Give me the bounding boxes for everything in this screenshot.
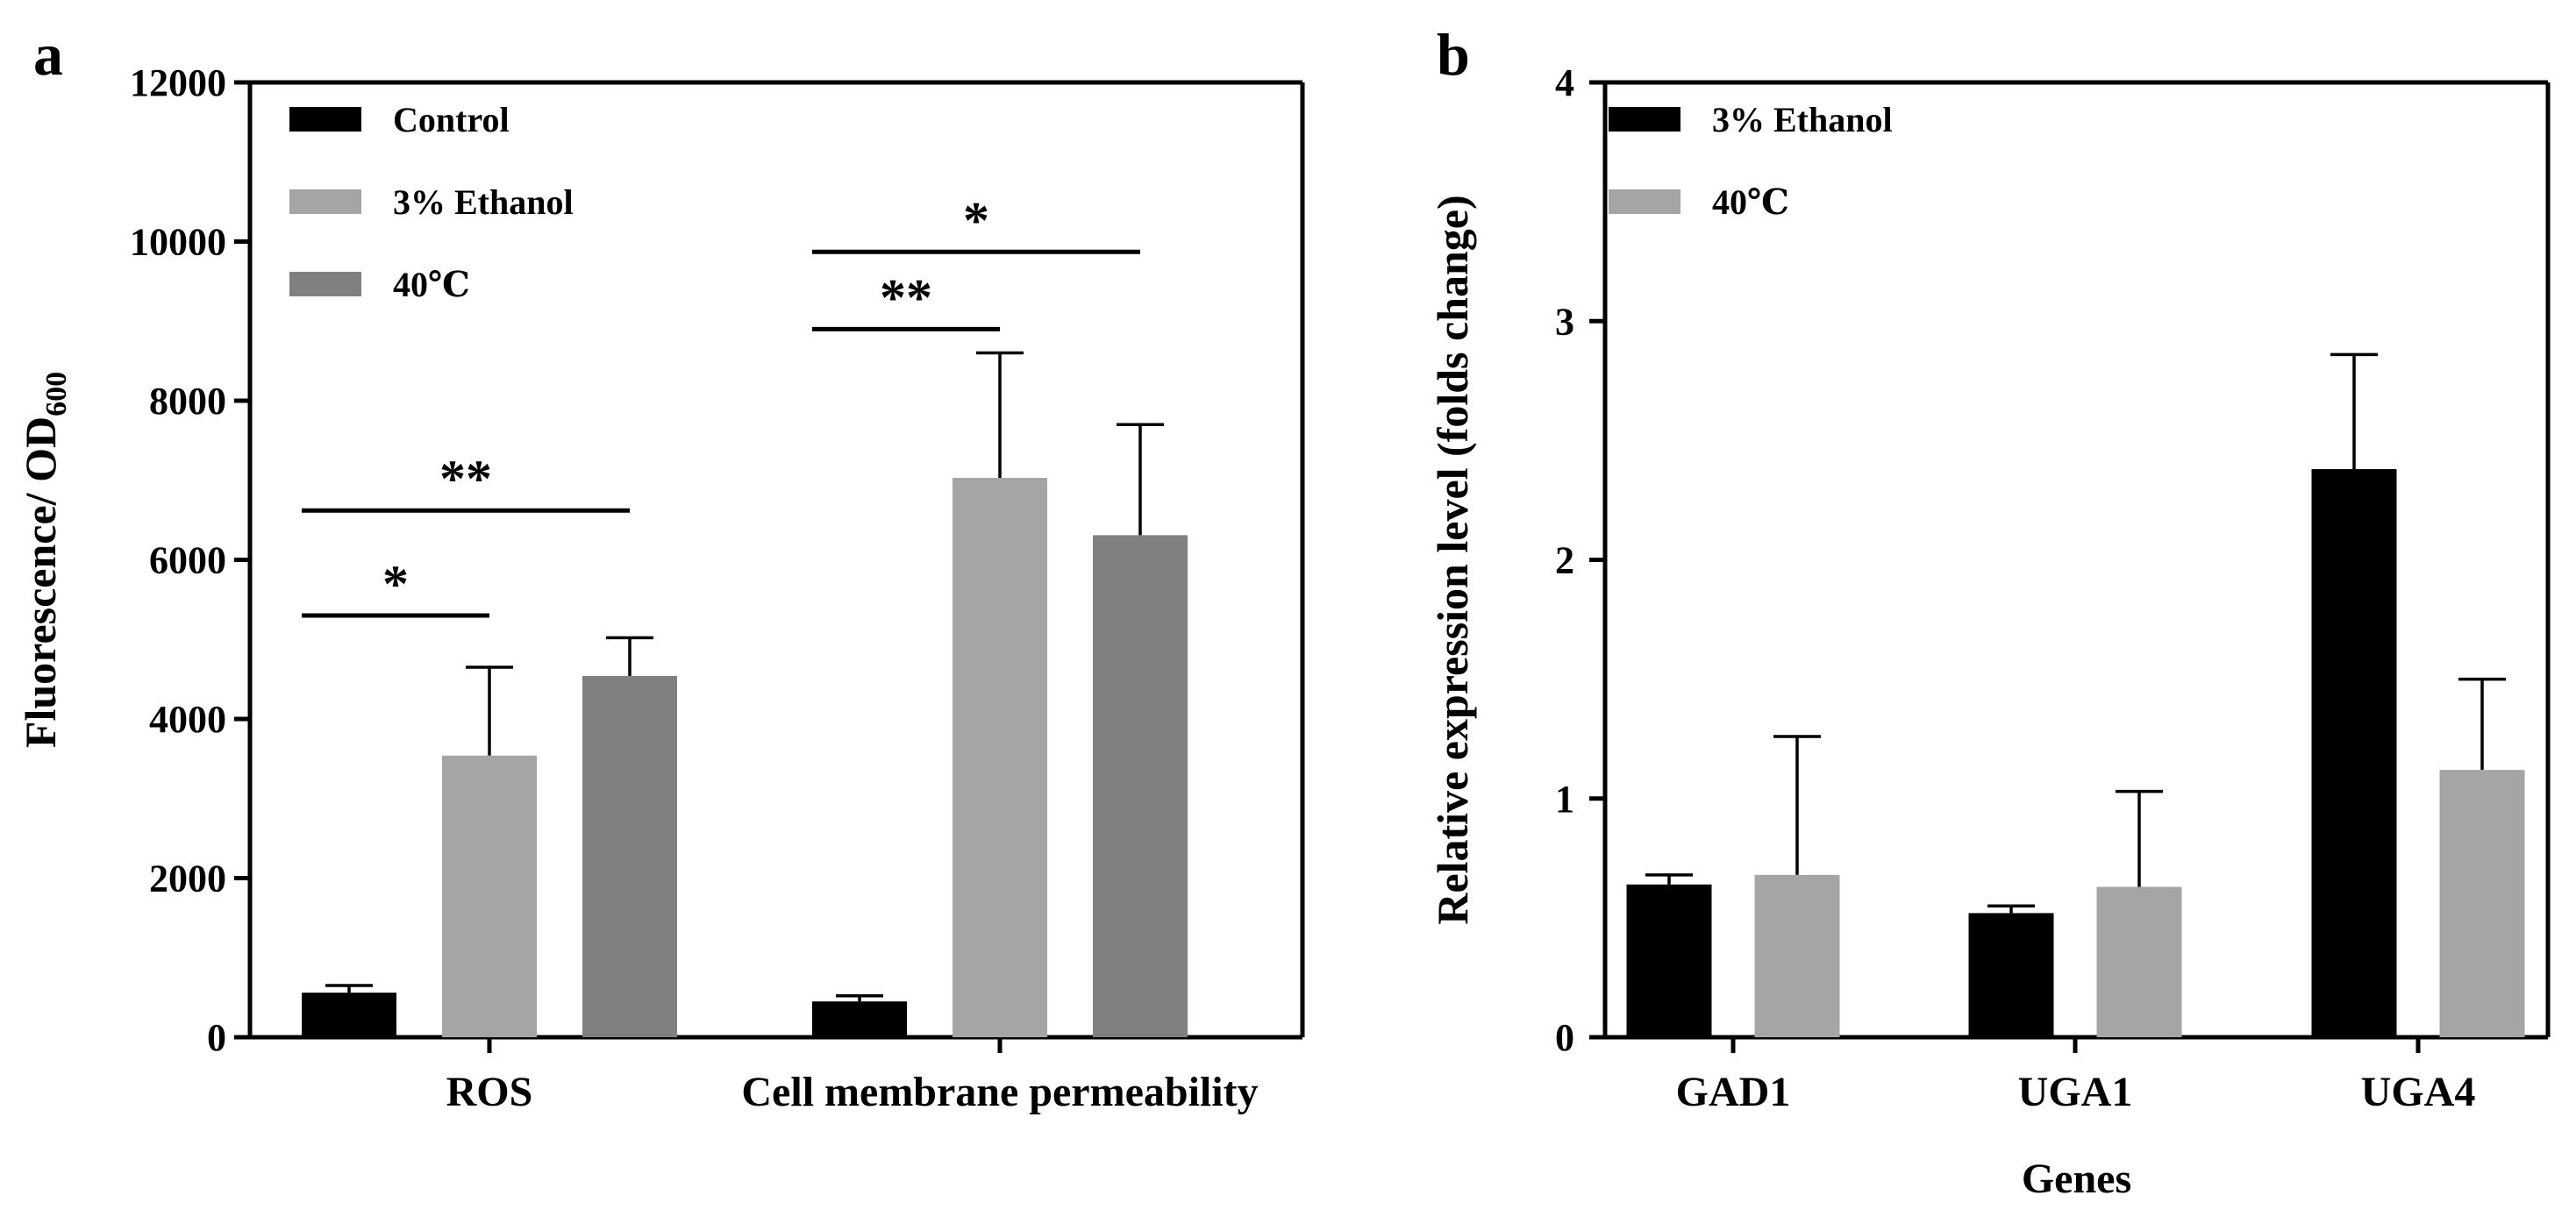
significance-marker: * <box>963 191 989 249</box>
y-tick-label: 0 <box>1555 1016 1574 1059</box>
legend: Control 3% Ethanol 40℃ <box>289 100 574 304</box>
bar-3pct-ethanol-gad1 <box>1626 884 1712 1037</box>
y-tick-label: 4000 <box>149 698 226 741</box>
panel-label: a <box>33 21 63 88</box>
panel-b: b 0 1 2 3 4 Relative expression level (folds c… <box>1428 21 2551 1202</box>
panel-a: a 0 2000 4000 6000 8000 10000 12000 Fluorescence… <box>16 21 1305 1115</box>
bar-40c-ros <box>582 675 677 1037</box>
y-tick-label: 2 <box>1555 539 1574 582</box>
x-tick-label-cell-membrane-permeability: Cell membrane permeability <box>741 1069 1258 1115</box>
bar-3pct-ethanol-uga1 <box>1968 913 2054 1037</box>
y-tick-label: 3 <box>1555 300 1574 343</box>
legend-swatch-40c <box>1609 189 1680 214</box>
legend-swatch-control <box>289 107 361 132</box>
significance-marker: ** <box>439 450 492 508</box>
legend-swatch-3pct-ethanol <box>1609 107 1680 132</box>
legend-label-40c: 40℃ <box>393 265 470 304</box>
legend-label-3pct-ethanol: 3% Ethanol <box>1712 100 1893 139</box>
bar-3pct-ethanol-cell-membrane-permeability <box>953 478 1047 1037</box>
y-axis-label-main: Fluorescence/ OD <box>16 416 65 748</box>
significance-marker: * <box>382 555 409 613</box>
bar-3pct-ethanol-ros <box>442 755 537 1037</box>
legend-swatch-40c <box>289 272 361 296</box>
y-tick-label: 0 <box>207 1016 226 1059</box>
y-tick-label: 4 <box>1555 61 1574 104</box>
panel-label: b <box>1437 21 1470 88</box>
y-axis-label: Fluorescence/ OD600 <box>16 372 73 748</box>
x-tick-label-ros: ROS <box>446 1069 533 1115</box>
y-axis-label: Relative expression level (folds change) <box>1428 195 1477 924</box>
bar-40c-gad1 <box>1754 874 1840 1037</box>
y-tick-label: 10000 <box>130 221 226 264</box>
x-axis-label: Genes <box>2022 1156 2131 1202</box>
legend-swatch-3pct-ethanol <box>289 189 361 214</box>
bar-40c-cell-membrane-permeability <box>1093 535 1188 1037</box>
legend-label-3pct-ethanol: 3% Ethanol <box>393 182 574 222</box>
x-tick-label-uga1: UGA1 <box>2018 1069 2133 1115</box>
bar-40c-uga4 <box>2439 770 2525 1037</box>
y-tick-label: 1 <box>1555 778 1574 821</box>
significance-marker: ** <box>880 268 932 326</box>
legend-label-40c: 40℃ <box>1712 182 1789 222</box>
x-tick-label-uga4: UGA4 <box>2361 1069 2476 1115</box>
bar-40c-uga1 <box>2096 886 2182 1037</box>
y-tick-label: 12000 <box>130 61 226 104</box>
y-tick-label: 6000 <box>149 539 226 582</box>
legend: 3% Ethanol 40℃ <box>1609 100 1893 222</box>
y-tick-label: 8000 <box>149 380 226 423</box>
legend-label-control: Control <box>393 100 510 139</box>
y-axis-label-subscript: 600 <box>40 372 73 416</box>
bar-control-cell-membrane-permeability <box>812 1001 907 1037</box>
y-tick-label: 2000 <box>149 858 226 900</box>
bar-control-ros <box>302 993 396 1037</box>
x-tick-label-gad1: GAD1 <box>1676 1069 1791 1115</box>
bar-3pct-ethanol-uga4 <box>2311 469 2397 1037</box>
